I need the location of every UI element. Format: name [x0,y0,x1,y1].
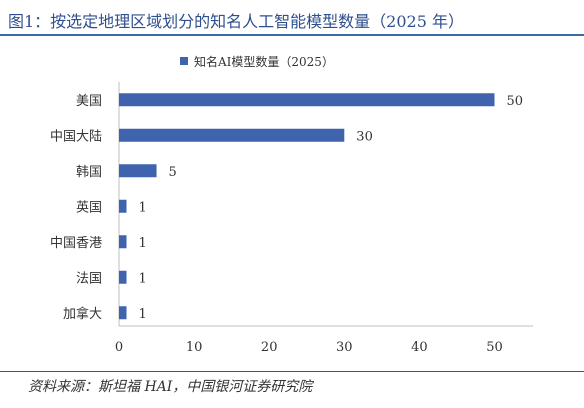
legend-label: 知名AI模型数量（2025） [194,54,334,69]
category-label: 英国 [76,200,102,215]
category-label: 美国 [76,94,102,109]
data-label: 50 [507,94,524,109]
x-tick-label: 20 [261,340,278,355]
data-label: 1 [139,271,147,286]
figure-title: 图1：按选定地理区域划分的知名人工智能模型数量（2025 年） [8,12,464,31]
data-label: 30 [356,129,373,144]
bar [119,235,127,249]
bar [119,93,495,107]
x-tick-label: 40 [411,340,428,355]
bar [119,128,345,142]
bar [119,199,127,213]
bar [119,164,157,178]
source-divider [0,371,584,372]
category-label: 加拿大 [63,306,102,322]
data-label: 1 [139,307,147,322]
category-label: 法国 [76,271,102,286]
x-tick-label: 50 [486,340,503,355]
x-tick-label: 0 [115,340,123,355]
chart-legend: 知名AI模型数量（2025） [180,54,334,69]
bar-chart: 知名AI模型数量（2025） 0 10 20 30 40 50 美国 50 中国大陆 30 韩国 5 英… [50,54,533,355]
category-label: 韩国 [76,165,102,180]
category-label: 中国大陆 [50,128,102,144]
bar [119,270,127,284]
x-tick-label: 10 [186,340,203,355]
data-label: 1 [139,236,147,251]
x-tick-label: 30 [336,340,353,355]
data-label: 5 [169,165,177,180]
source-note: 资料来源：斯坦福 HAI，中国银河证券研究院 [28,379,313,395]
title-divider [0,34,584,36]
data-label: 1 [139,200,147,215]
plot-area: 0 10 20 30 40 50 美国 50 中国大陆 30 韩国 5 英国 1 中国香港 1 法国 1 加拿大 1 [50,82,533,355]
bar [119,306,127,320]
legend-swatch [180,57,188,65]
category-label: 中国香港 [50,236,102,251]
